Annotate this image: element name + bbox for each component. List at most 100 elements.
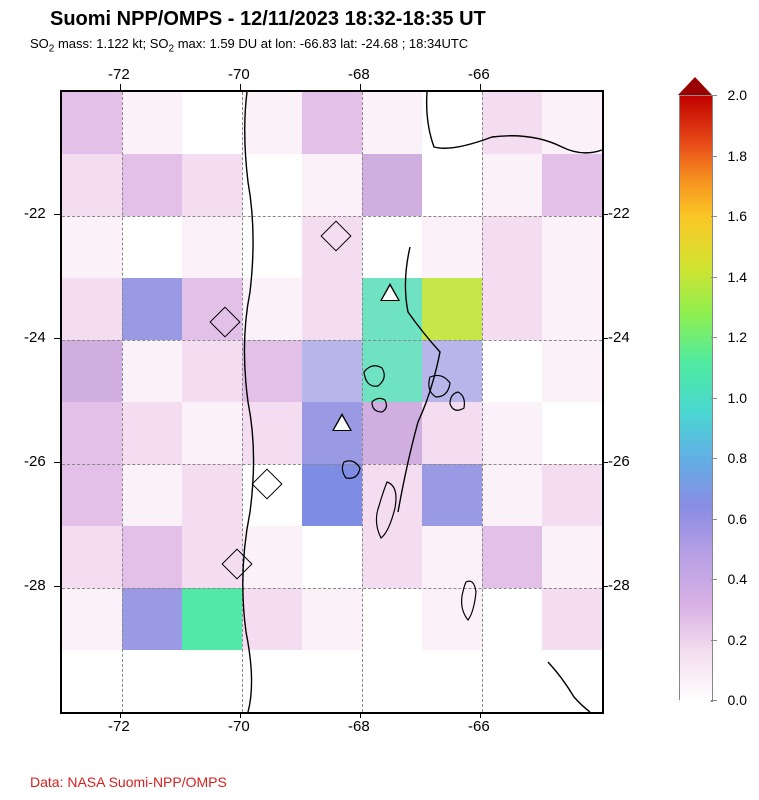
heatmap-cell — [482, 588, 542, 650]
heatmap-cell — [62, 278, 122, 340]
x-tick-label: -66 — [468, 66, 490, 83]
heatmap-cell — [362, 340, 422, 402]
heatmap-cell — [242, 588, 302, 650]
x-tick-label: -70 — [228, 718, 250, 735]
heatmap-cell — [542, 154, 602, 216]
heatmap-cell — [122, 402, 182, 464]
heatmap-cell — [482, 340, 542, 402]
heatmap-cell — [62, 464, 122, 526]
heatmap-cell — [62, 340, 122, 402]
x-tick-mark — [360, 84, 361, 90]
heatmap-cell — [242, 340, 302, 402]
x-tick-label: -68 — [348, 718, 370, 735]
grid-line-vertical — [482, 92, 483, 712]
grid-line-horizontal — [62, 340, 602, 341]
colorbar-tick-label: 0.4 — [728, 571, 747, 587]
x-tick-mark — [360, 712, 361, 718]
colorbar-segment — [680, 653, 712, 701]
heatmap-cell — [302, 588, 362, 650]
y-tick-label: -24 — [24, 329, 46, 346]
colorbar-segment — [680, 217, 712, 265]
heatmap-cell — [422, 402, 482, 464]
y-tick-mark — [54, 586, 60, 587]
grid-line-horizontal — [62, 464, 602, 465]
colorbar-tick-label: 1.8 — [728, 148, 747, 164]
heatmap-cell — [302, 340, 362, 402]
colorbar-gradient — [679, 95, 713, 702]
heatmap-cell — [482, 278, 542, 340]
heatmap-cell — [482, 92, 542, 154]
x-tick-mark — [480, 84, 481, 90]
y-tick-mark — [602, 214, 608, 215]
x-tick-label: -72 — [108, 66, 130, 83]
colorbar: 0.00.20.40.60.81.01.21.41.61.82.0 PCA SO… — [679, 95, 711, 700]
heatmap-cell — [542, 216, 602, 278]
colorbar-segment — [680, 604, 712, 652]
heatmap-cell — [422, 340, 482, 402]
y-tick-mark — [54, 214, 60, 215]
heatmap-cell — [302, 278, 362, 340]
x-tick-label: -66 — [468, 718, 490, 735]
x-tick-mark — [240, 84, 241, 90]
heatmap-cell — [242, 526, 302, 588]
colorbar-tick-label: 1.0 — [728, 390, 747, 406]
heatmap-cell — [62, 588, 122, 650]
colorbar-tick-mark — [711, 519, 717, 520]
heatmap-cell — [182, 464, 242, 526]
y-tick-mark — [602, 586, 608, 587]
x-tick-label: -68 — [348, 66, 370, 83]
heatmap-cell — [362, 216, 422, 278]
heatmap-cell — [182, 278, 242, 340]
colorbar-segment — [680, 362, 712, 410]
colorbar-segment — [680, 181, 712, 217]
colorbar-segment — [680, 556, 712, 604]
heatmap-cell — [422, 588, 482, 650]
heatmap-cell — [482, 526, 542, 588]
colorbar-tick-mark — [711, 579, 717, 580]
heatmap-cell — [362, 154, 422, 216]
heatmap-cell — [122, 216, 182, 278]
heatmap-cell — [482, 402, 542, 464]
colorbar-tick-mark — [711, 216, 717, 217]
heatmap-cell — [242, 154, 302, 216]
heatmap-cell — [122, 92, 182, 154]
y-tick-label: -22 — [24, 205, 46, 222]
grid-line-vertical — [122, 92, 123, 712]
grid-line-vertical — [242, 92, 243, 712]
heatmap-cell — [62, 216, 122, 278]
heatmap-cell — [62, 154, 122, 216]
heatmap-cell — [422, 216, 482, 278]
volcano-marker-triangle — [380, 283, 400, 301]
heatmap-cell — [422, 154, 482, 216]
x-tick-mark — [240, 712, 241, 718]
colorbar-segment — [680, 96, 712, 144]
data-attribution: Data: NASA Suomi-NPP/OMPS — [30, 774, 227, 790]
colorbar-tick-mark — [711, 277, 717, 278]
colorbar-tick-label: 0.6 — [728, 511, 747, 527]
heatmap-cell — [122, 340, 182, 402]
y-tick-label: -22 — [608, 205, 630, 222]
heatmap-cell — [302, 402, 362, 464]
heatmap-cell — [302, 464, 362, 526]
y-tick-mark — [54, 462, 60, 463]
colorbar-tick-mark — [711, 700, 717, 701]
heatmap-cell — [62, 92, 122, 154]
heatmap-cell — [122, 588, 182, 650]
colorbar-segment — [680, 459, 712, 507]
colorbar-segment — [680, 265, 712, 313]
colorbar-tick-label: 0.8 — [728, 450, 747, 466]
heatmap-cell — [362, 402, 422, 464]
heatmap-cell — [182, 154, 242, 216]
heatmap-cell — [542, 278, 602, 340]
heatmap-cell — [482, 216, 542, 278]
heatmap-cell — [542, 340, 602, 402]
heatmap-cell — [122, 464, 182, 526]
heatmap-cell — [302, 92, 362, 154]
colorbar-tick-mark — [711, 458, 717, 459]
heatmap-cell — [62, 526, 122, 588]
y-tick-mark — [54, 338, 60, 339]
colorbar-tick-label: 0.2 — [728, 632, 747, 648]
heatmap-cell — [482, 464, 542, 526]
x-tick-label: -72 — [108, 718, 130, 735]
heatmap-cell — [302, 154, 362, 216]
